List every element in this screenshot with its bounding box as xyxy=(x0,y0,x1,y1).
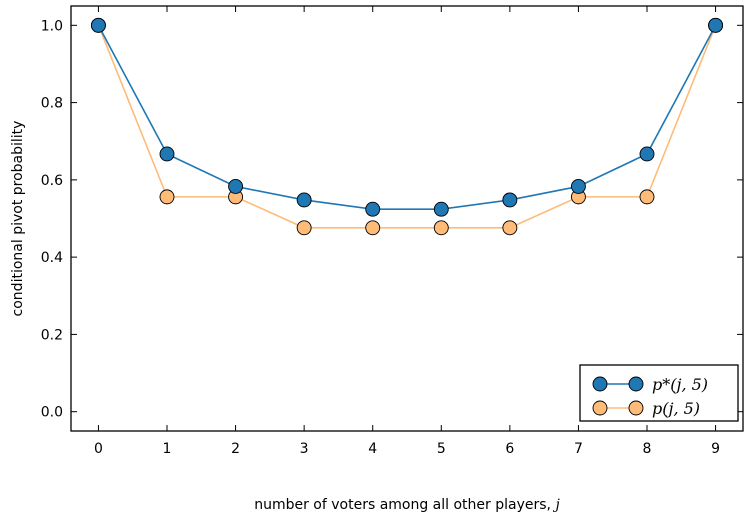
data-point-series-0 xyxy=(296,192,312,208)
legend-marker-p xyxy=(592,400,608,416)
data-point-series-1 xyxy=(296,220,312,236)
x-tick-label: 5 xyxy=(437,441,446,457)
x-axis-label-text: number of voters among all other players… xyxy=(254,497,555,513)
data-point-series-1 xyxy=(433,220,449,236)
x-axis-label-variable: j xyxy=(552,497,560,513)
legend-entry-p: p(j, 5) xyxy=(592,399,700,418)
series-line-1 xyxy=(97,25,717,229)
data-point-series-1 xyxy=(502,220,518,236)
data-point-series-0 xyxy=(228,178,244,194)
data-point-series-0 xyxy=(90,17,106,33)
y-tick-label: 0.4 xyxy=(41,250,63,266)
x-tick-label: 3 xyxy=(300,441,309,457)
x-axis-label: number of voters among all other players… xyxy=(254,497,560,513)
y-tick-label: 0.8 xyxy=(41,96,63,112)
legend-marker-p xyxy=(628,400,644,416)
data-point-series-0 xyxy=(570,178,586,194)
legend-entry-p-star: p*(j, 5) xyxy=(592,375,708,394)
legend-marker-p-star xyxy=(592,376,608,392)
series-layer xyxy=(90,17,724,236)
x-axis-ticks: 0 1 2 3 4 5 6 7 8 9 xyxy=(94,6,720,457)
x-tick-label: 8 xyxy=(643,441,652,457)
data-point-series-1 xyxy=(159,189,175,205)
legend-label-p: p(j, 5) xyxy=(652,399,700,418)
y-tick-label: 1.0 xyxy=(41,18,63,34)
data-point-series-0 xyxy=(365,201,381,217)
legend-marker-p-star xyxy=(628,376,644,392)
x-tick-label: 9 xyxy=(711,441,720,457)
data-point-series-0 xyxy=(159,146,175,162)
y-tick-label: 0.6 xyxy=(41,173,63,189)
x-tick-label: 2 xyxy=(231,441,240,457)
y-tick-label: 0.2 xyxy=(41,327,63,343)
data-point-series-0 xyxy=(708,17,724,33)
legend-label-p-star: p*(j, 5) xyxy=(652,375,708,394)
data-point-series-1 xyxy=(365,220,381,236)
series-line-0 xyxy=(97,24,717,211)
y-tick-label: 0.0 xyxy=(41,405,63,421)
x-tick-label: 0 xyxy=(94,441,103,457)
x-tick-label: 4 xyxy=(368,441,377,457)
x-tick-label: 6 xyxy=(505,441,514,457)
data-point-series-0 xyxy=(502,192,518,208)
data-point-series-0 xyxy=(433,201,449,217)
plot-frame xyxy=(70,5,744,432)
x-tick-label: 7 xyxy=(574,441,583,457)
y-axis-label: conditional pivot probability xyxy=(10,121,26,317)
legend: p*(j, 5) p(j, 5) xyxy=(579,364,739,422)
data-point-series-1 xyxy=(639,189,655,205)
x-tick-label: 1 xyxy=(163,441,172,457)
data-point-series-0 xyxy=(639,146,655,162)
y-axis-ticks: 0.0 0.2 0.4 0.6 0.8 1.0 xyxy=(41,18,743,421)
